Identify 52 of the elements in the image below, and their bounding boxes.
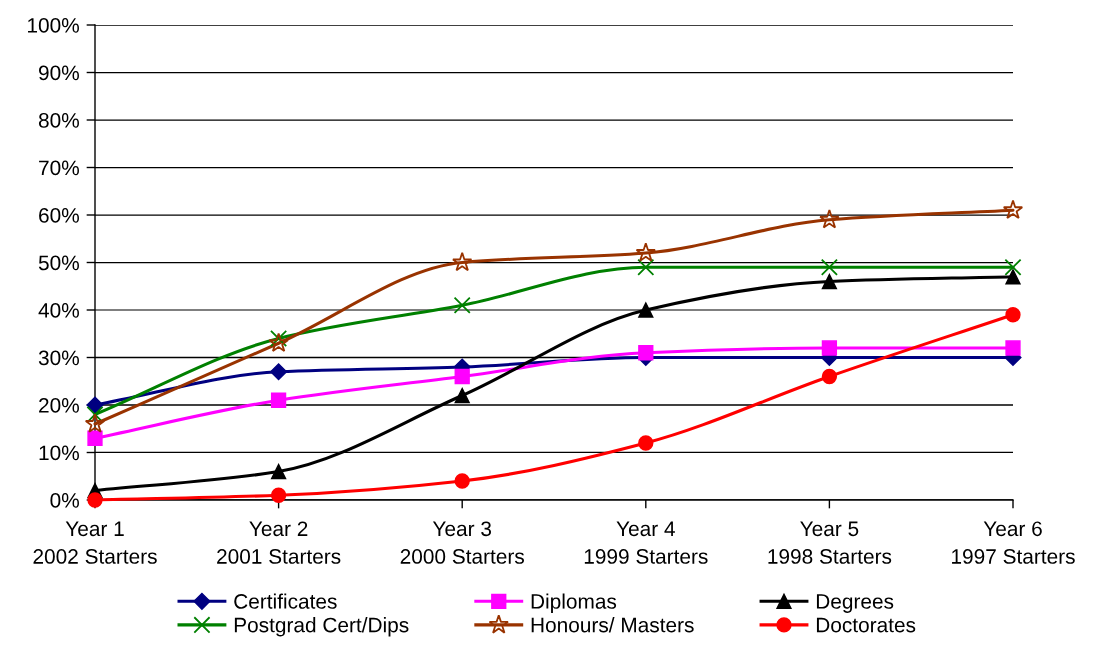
point <box>454 368 470 385</box>
point <box>270 487 287 503</box>
point <box>84 413 106 433</box>
y-tick-label: 60% <box>39 208 79 223</box>
point <box>452 251 473 272</box>
y-tick-label: 10% <box>39 445 79 461</box>
y-tick-label: 70% <box>39 160 79 176</box>
point <box>268 332 289 353</box>
point <box>270 463 287 480</box>
x-tick-label: Year 3 2000 Starters <box>400 521 524 564</box>
point <box>821 273 838 290</box>
y-tick-label: 30% <box>38 350 79 366</box>
point <box>270 392 287 408</box>
point <box>1005 307 1021 323</box>
y-tick-label: 20% <box>39 398 79 413</box>
x-tick-label: Year 2 2001 Starters <box>217 521 341 564</box>
y-tick-label: 100% <box>28 18 79 33</box>
point <box>638 302 654 318</box>
point <box>819 209 840 229</box>
point <box>637 258 655 276</box>
y-tick-label: 0% <box>50 493 79 508</box>
legend-label: Diplomas <box>531 593 617 613</box>
legend-label: Degrees <box>816 594 894 613</box>
legend-label: Postgrad Cert/Dips <box>234 617 409 637</box>
x-tick-label: Year 1 2002 Starters <box>33 521 157 564</box>
point <box>454 473 470 489</box>
legend-label: Certificates <box>234 593 337 609</box>
y-tick-label: 40% <box>38 303 79 318</box>
x-tick-label: Year 5 1998 Starters <box>768 521 892 564</box>
legend-label: Honours/ Masters <box>531 617 694 633</box>
point <box>638 435 654 451</box>
point <box>453 296 471 314</box>
point <box>87 430 103 446</box>
point <box>454 387 470 404</box>
point <box>1004 258 1022 276</box>
y-tick-label: 90% <box>39 65 79 81</box>
point <box>821 368 838 385</box>
point <box>820 258 838 276</box>
point <box>638 345 654 361</box>
y-tick-label: 80% <box>38 113 79 128</box>
point <box>1005 269 1021 285</box>
x-tick-label: Year 4 1999 Starters <box>584 521 708 564</box>
y-tick-label: 50% <box>38 255 79 271</box>
legend-label: Doctorates <box>816 617 916 633</box>
point <box>86 396 104 414</box>
point <box>821 340 838 356</box>
point <box>270 363 288 381</box>
x-tick-label: Year 6 1997 Starters <box>952 521 1075 564</box>
point <box>1002 199 1024 220</box>
point <box>270 329 288 348</box>
point <box>635 242 656 262</box>
point <box>1005 340 1021 356</box>
